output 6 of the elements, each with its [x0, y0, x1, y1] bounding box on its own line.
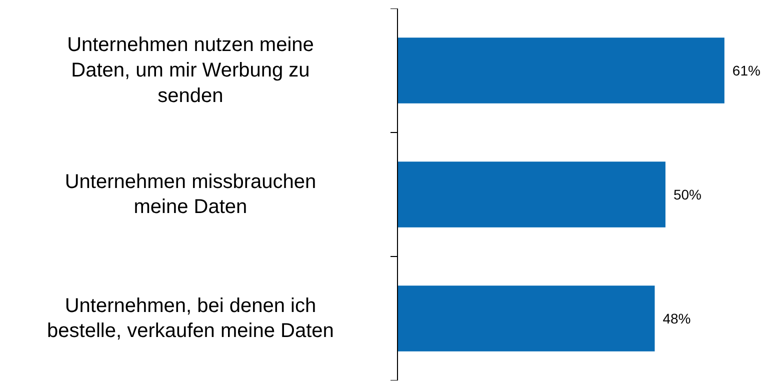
data-label: 48% [662, 310, 691, 326]
y-tick-label: Unternehmen missbrauchen meine Daten [64, 170, 316, 218]
y-tick-label: Unternehmen nutzen meine Daten, um mir Werbung zu senden [67, 34, 314, 107]
data-label: 61% [732, 62, 760, 78]
y-tick-label: Unternehmen, bei denen ich bestelle, verkaufen meine Daten [47, 294, 334, 342]
data-label: 50% [673, 186, 702, 202]
